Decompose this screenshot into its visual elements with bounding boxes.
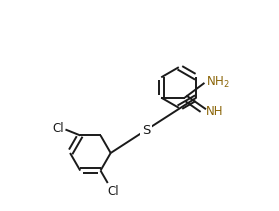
Text: Cl: Cl [52, 122, 64, 135]
Text: Cl: Cl [108, 185, 119, 198]
Text: S: S [142, 124, 150, 137]
Text: NH$_2$: NH$_2$ [206, 75, 230, 91]
Text: NH: NH [206, 105, 223, 118]
